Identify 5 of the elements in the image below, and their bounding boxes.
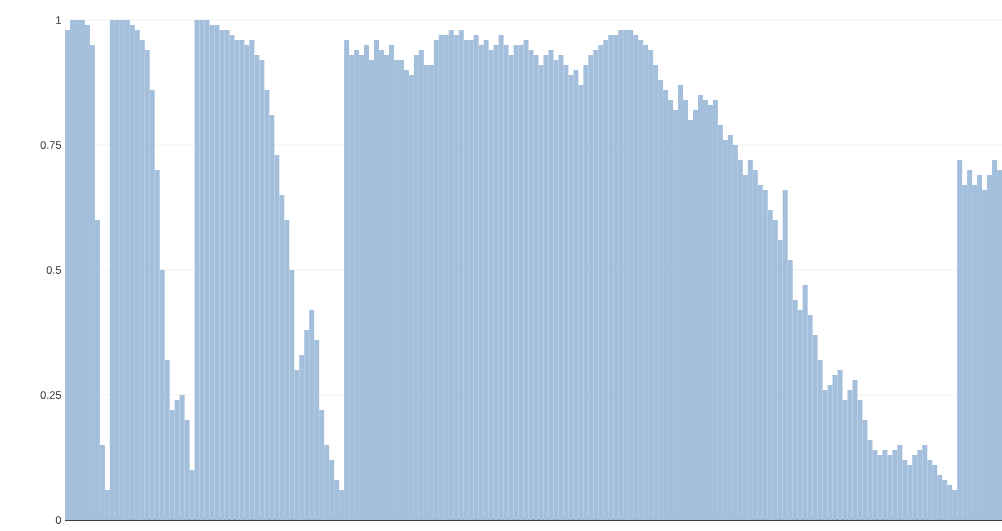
y-tick-label: 0	[55, 516, 62, 524]
y-tick-label: 0.25	[40, 391, 62, 399]
y-tick-label: 0.5	[46, 266, 62, 274]
y-tick-label: 1	[56, 16, 61, 24]
y-tick-label: 0.75	[40, 141, 62, 149]
